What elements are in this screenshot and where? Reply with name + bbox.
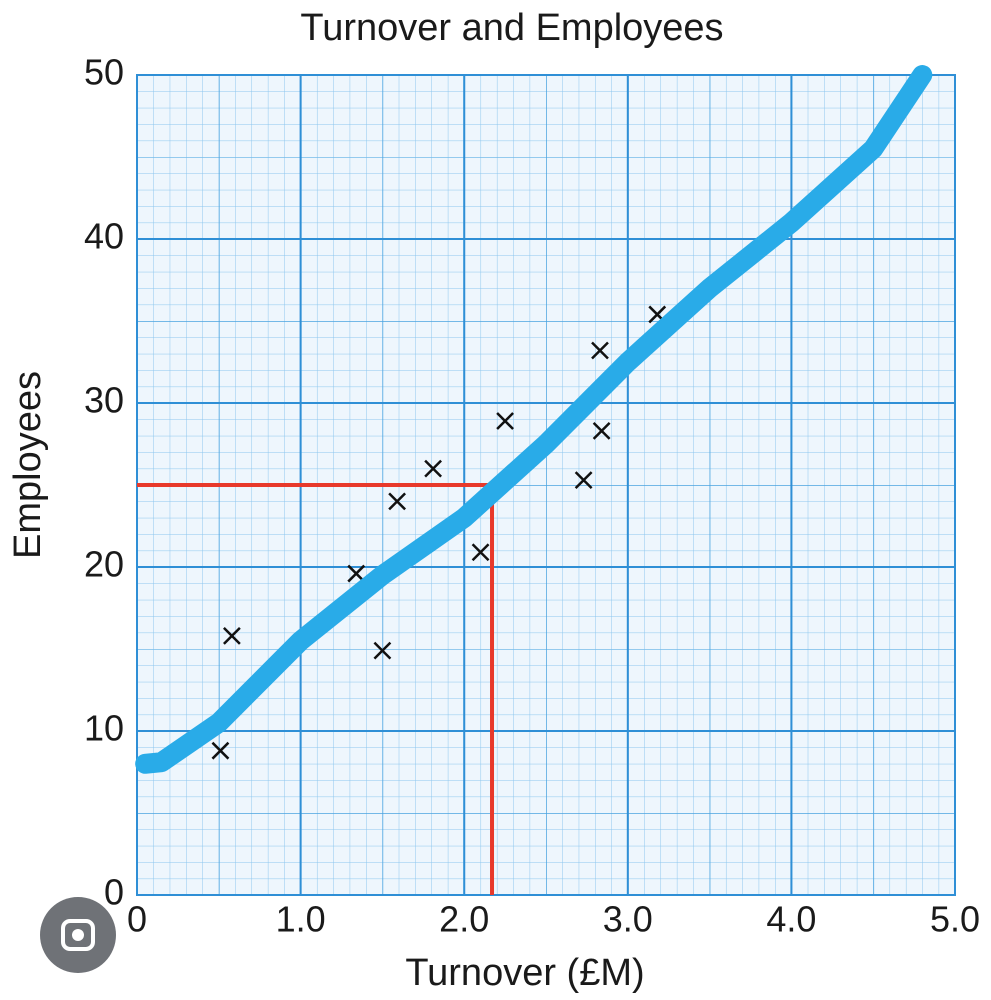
x-tick-label: 5.0 bbox=[930, 899, 980, 940]
x-axis-label: Turnover (£M) bbox=[405, 952, 644, 994]
y-tick-label: 0 bbox=[104, 872, 124, 913]
y-axis-label: Employees bbox=[7, 371, 49, 559]
trend-line bbox=[135, 65, 933, 774]
data-point bbox=[574, 471, 593, 489]
chart-title: Turnover and Employees bbox=[300, 7, 723, 49]
y-tick-label: 10 bbox=[84, 708, 124, 749]
x-tick-label: 3.0 bbox=[603, 899, 653, 940]
data-point bbox=[591, 341, 609, 360]
data-point bbox=[223, 626, 241, 645]
y-tick-label: 50 bbox=[84, 52, 124, 93]
data-point bbox=[347, 564, 366, 583]
data-point bbox=[471, 543, 490, 562]
x-tick-label: 1.0 bbox=[276, 899, 326, 940]
y-tick-label: 20 bbox=[84, 544, 124, 585]
data-point bbox=[424, 459, 442, 478]
data-point bbox=[373, 641, 392, 660]
x-tick-label: 4.0 bbox=[766, 899, 816, 940]
x-tick-label: 0 bbox=[127, 899, 147, 940]
plot bbox=[135, 65, 956, 896]
y-tick-label: 30 bbox=[84, 380, 124, 421]
lens-icon bbox=[40, 897, 116, 973]
data-point bbox=[211, 741, 230, 760]
data-point bbox=[592, 421, 611, 440]
x-tick-label: 2.0 bbox=[439, 899, 489, 940]
y-tick-label: 40 bbox=[84, 216, 124, 257]
data-point bbox=[496, 412, 514, 430]
data-point bbox=[388, 492, 407, 511]
